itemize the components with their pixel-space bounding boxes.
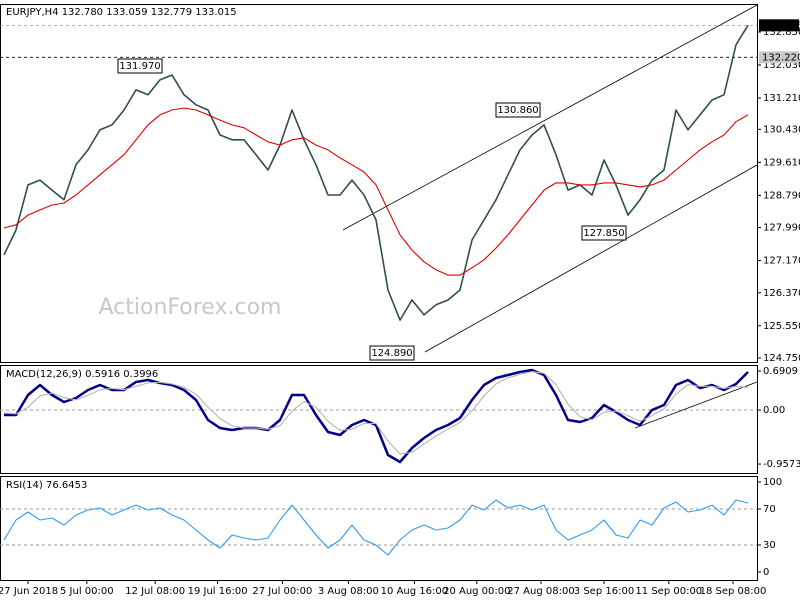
series-line bbox=[4, 368, 749, 464]
annotation-box bbox=[581, 225, 627, 241]
macd-trendline bbox=[634, 381, 758, 429]
x-tick-label: 18 Sep 08:00 bbox=[700, 586, 767, 597]
x-tick-label: 12 Jul 08:00 bbox=[125, 586, 185, 597]
y-tick-label: 70 bbox=[763, 504, 776, 515]
y-tick-label: 30 bbox=[763, 540, 776, 551]
y-tick-label: 0 bbox=[763, 567, 769, 578]
series-line bbox=[3, 499, 749, 556]
y-tick-label: -0.9573 bbox=[763, 459, 800, 470]
annotation: 131.970 bbox=[119, 61, 160, 72]
rsi-panel bbox=[0, 476, 758, 581]
y-tick-label: 132.850 bbox=[763, 27, 800, 38]
price-label-box bbox=[759, 19, 799, 32]
annotation: 127.850 bbox=[583, 228, 624, 239]
y-tick-label: 0.6909 bbox=[763, 366, 798, 377]
y-tick-label: 126.370 bbox=[763, 288, 800, 299]
y-tick-label: 127.170 bbox=[763, 256, 800, 267]
y-tick-label: 132.030 bbox=[763, 60, 800, 71]
y-tick-label: 131.210 bbox=[763, 93, 800, 104]
chart-title: EURJPY,H4 132.780 133.059 132.779 133.01… bbox=[6, 7, 237, 18]
x-tick-label: 11 Sep 00:00 bbox=[635, 586, 702, 597]
annotation: 124.890 bbox=[371, 348, 412, 359]
y-tick-label: 124.750 bbox=[763, 353, 800, 364]
y-tick-label: 129.610 bbox=[763, 157, 800, 168]
macd-panel bbox=[0, 365, 758, 474]
x-tick-label: 27 Jul 00:00 bbox=[252, 586, 312, 597]
rsi-title: RSI(14) 76.6453 bbox=[6, 480, 87, 491]
annotation-box bbox=[495, 102, 541, 118]
y-tick-label: 125.550 bbox=[763, 321, 800, 332]
main-panel bbox=[0, 4, 758, 363]
series-line bbox=[3, 24, 749, 321]
x-tick-label: 10 Aug 16:00 bbox=[381, 586, 448, 597]
price-label: 133.015 bbox=[762, 20, 800, 31]
x-tick-label: 5 Jul 00:00 bbox=[60, 586, 114, 597]
series-line bbox=[3, 107, 749, 276]
annotation-box bbox=[369, 345, 415, 361]
y-tick-label: 128.790 bbox=[763, 190, 800, 201]
x-tick-label: 20 Aug 00:00 bbox=[443, 586, 510, 597]
y-tick-label: 0.00 bbox=[763, 405, 785, 416]
watermark: ActionForex.com bbox=[99, 295, 282, 320]
x-tick-label: 19 Jul 16:00 bbox=[188, 586, 248, 597]
macd-title: MACD(12,26,9) 0.5916 0.3996 bbox=[6, 369, 158, 380]
channel-lower bbox=[424, 164, 758, 353]
y-tick-label: 100 bbox=[763, 477, 782, 488]
price-label: 132.220 bbox=[762, 52, 800, 63]
annotation-box bbox=[117, 58, 163, 74]
annotation: 130.860 bbox=[497, 105, 538, 116]
x-tick-label: 27 Jun 2018 bbox=[0, 586, 58, 597]
series-line bbox=[3, 371, 749, 455]
x-tick-label: 3 Aug 08:00 bbox=[318, 586, 379, 597]
channel-upper bbox=[342, 4, 758, 231]
x-tick-label: 3 Sep 16:00 bbox=[574, 586, 634, 597]
y-tick-label: 130.430 bbox=[763, 124, 800, 135]
y-tick-label: 127.990 bbox=[763, 223, 800, 234]
x-tick-label: 27 Aug 08:00 bbox=[507, 586, 574, 597]
price-label-box bbox=[759, 51, 799, 64]
